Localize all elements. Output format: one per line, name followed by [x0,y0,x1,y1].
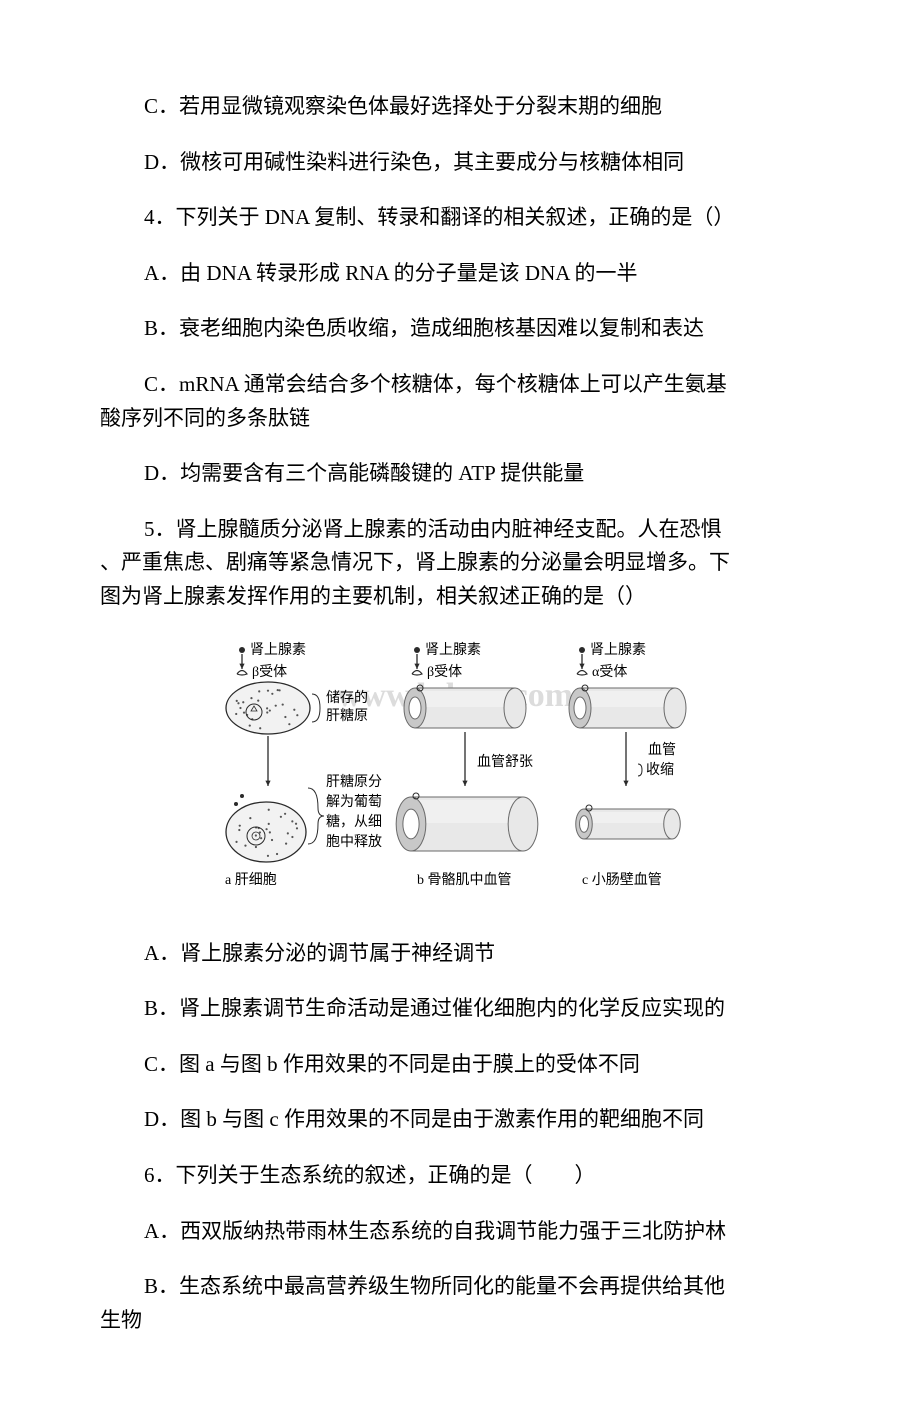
q6-option-a: A．西双版纳热带雨林生态系统的自我调节能力强于三北防护林 [100,1215,820,1249]
q5-option-b: B．肾上腺素调节生命活动是通过催化细胞内的化学反应实现的 [100,992,820,1026]
svg-text:解为葡萄: 解为葡萄 [326,794,382,810]
q4-option-c-line2: 酸序列不同的多条肽链 [100,402,820,436]
q4-option-c: C．mRNA 通常会结合多个核糖体，每个核糖体上可以产生氨基 酸序列不同的多条肽… [100,368,820,435]
q5-stem-line3: 图为肾上腺素发挥作用的主要机制，相关叙述正确的是（） [100,580,820,614]
document-page: C．若用显微镜观察染色体最好选择处于分裂末期的细胞 D．微核可用碱性染料进行染色… [0,0,920,1419]
q3-option-c: C．若用显微镜观察染色体最好选择处于分裂末期的细胞 [100,90,820,124]
svg-text:肝糖原分: 肝糖原分 [326,774,382,790]
svg-text:血管舒张: 血管舒张 [477,754,533,770]
svg-text:β受体: β受体 [252,664,287,680]
svg-text:收缩: 收缩 [646,762,674,778]
svg-text:糖，从细: 糖，从细 [326,814,382,830]
svg-text:肝糖原: 肝糖原 [326,708,368,724]
svg-text:肾上腺素: 肾上腺素 [590,642,646,658]
q5-stem-line2: 、严重焦虑、剧痛等紧急情况下，肾上腺素的分泌量会明显增多。下 [100,546,820,580]
q5-option-a: A．肾上腺素分泌的调节属于神经调节 [100,937,820,971]
svg-text:肾上腺素: 肾上腺素 [250,642,306,658]
q4-stem: 4．下列关于 DNA 复制、转录和翻译的相关叙述，正确的是（） [100,201,820,235]
q3-option-d: D．微核可用碱性染料进行染色，其主要成分与核糖体相同 [100,146,820,180]
q5-stem: 5．肾上腺髓质分泌肾上腺素的活动由内脏神经支配。人在恐惧 、严重焦虑、剧痛等紧急… [100,513,820,614]
svg-text:胞中释放: 胞中释放 [326,834,382,850]
svg-text:α受体: α受体 [592,664,627,680]
q6-option-b-line2: 生物 [100,1304,820,1338]
svg-text:储存的: 储存的 [326,690,368,706]
q5-option-c: C．图 a 与图 b 作用效果的不同是由于膜上的受体不同 [100,1048,820,1082]
q4-option-d: D．均需要含有三个高能磷酸键的 ATP 提供能量 [100,457,820,491]
svg-text:a 肝细胞: a 肝细胞 [225,872,277,888]
svg-text:c 小肠壁血管: c 小肠壁血管 [582,872,662,888]
q5-diagram: www.bdocx.com肾上腺素β受体储存的肝糖原肝糖原分解为葡萄糖，从细胞中… [220,636,820,911]
svg-text:β受体: β受体 [427,664,462,680]
q6-stem: 6．下列关于生态系统的叙述，正确的是（ ） [100,1159,820,1193]
q6-option-b: B．生态系统中最高营养级生物所同化的能量不会再提供给其他 生物 [100,1270,820,1337]
svg-text:血管: 血管 [648,742,676,758]
svg-text:肾上腺素: 肾上腺素 [425,642,481,658]
q4-option-a: A．由 DNA 转录形成 RNA 的分子量是该 DNA 的一半 [100,257,820,291]
q5-option-d: D．图 b 与图 c 作用效果的不同是由于激素作用的靶细胞不同 [100,1103,820,1137]
q6-option-b-line1: B．生态系统中最高营养级生物所同化的能量不会再提供给其他 [144,1274,725,1298]
q4-option-b: B．衰老细胞内染色质收缩，造成细胞核基因难以复制和表达 [100,312,820,346]
q5-stem-line1: 5．肾上腺髓质分泌肾上腺素的活动由内脏神经支配。人在恐惧 [144,517,722,541]
q4-option-c-line1: C．mRNA 通常会结合多个核糖体，每个核糖体上可以产生氨基 [144,372,727,396]
adrenaline-diagram-svg: www.bdocx.com肾上腺素β受体储存的肝糖原肝糖原分解为葡萄糖，从细胞中… [220,636,690,906]
svg-text:b 骨骼肌中血管: b 骨骼肌中血管 [417,872,512,888]
